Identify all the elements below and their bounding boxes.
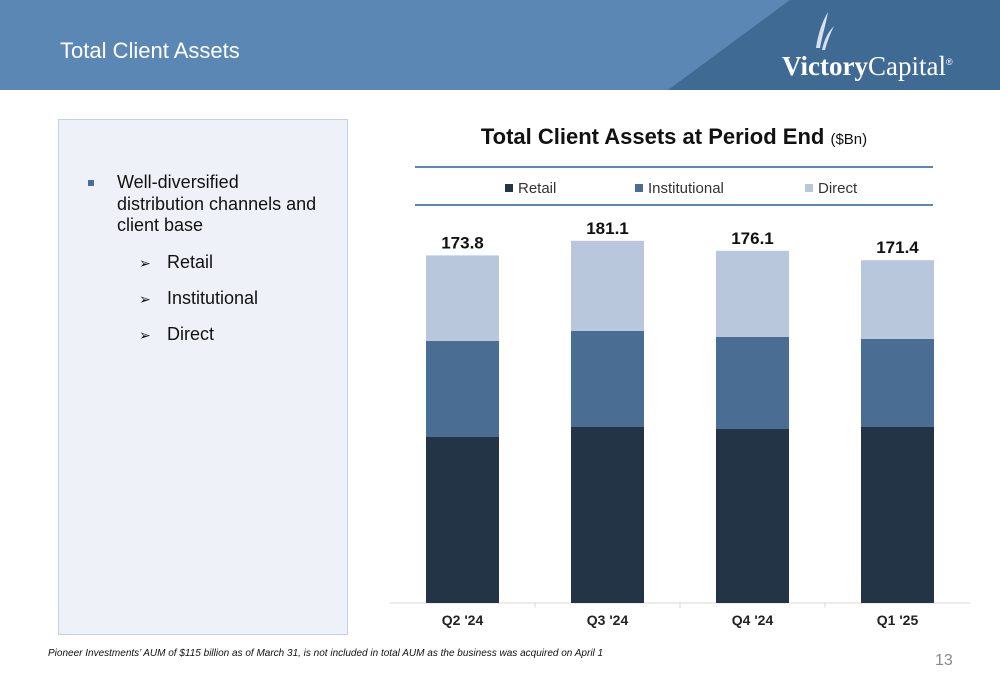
bar-retail-3 (861, 427, 934, 603)
page-title: Total Client Assets (60, 38, 240, 63)
x-tick-label: Q3 '24 (587, 612, 629, 628)
legend-direct: Direct (805, 180, 857, 197)
bar-institutional-1 (571, 331, 644, 427)
bar-direct-2 (716, 250, 789, 337)
victory-capital-logo: VictoryCapital® (782, 8, 982, 84)
arrow-bullet-icon: ➢ (139, 292, 151, 308)
arrow-bullet-icon: ➢ (139, 256, 151, 272)
footnote: Pioneer Investments’ AUM of $115 billion… (48, 648, 604, 659)
chart-title: Total Client Assets at Period End ($Bn) (480, 124, 868, 149)
subitem-retail: ➢ Retail (139, 252, 214, 272)
bar-institutional-3 (861, 339, 934, 427)
bar-direct-3 (861, 260, 934, 339)
bar-direct-0 (426, 255, 499, 341)
logo-feather-icon (816, 12, 834, 50)
bar-institutional-0 (426, 341, 499, 437)
bar-direct-1 (571, 240, 644, 331)
legend-institutional: Institutional (635, 180, 724, 197)
arrow-bullet-icon: ➢ (139, 328, 151, 344)
legend-retail: Retail (505, 180, 556, 197)
header-accent-shape (668, 0, 1000, 90)
total-label: 171.4 (876, 238, 919, 257)
total-label: 181.1 (586, 219, 629, 238)
sidebar-panel: Well-diversified distribution channels a… (58, 119, 348, 635)
subitem-direct: ➢ Direct (139, 324, 215, 344)
subitem-institutional: ➢ Institutional (139, 288, 259, 308)
legend-bottom-rule (415, 204, 933, 206)
total-label: 173.8 (441, 233, 484, 252)
bar-retail-0 (426, 437, 499, 603)
header-bar: Total Client Assets VictoryCapital® (0, 0, 1000, 90)
bullet-text: Well-diversified distribution channels a… (117, 172, 317, 235)
x-tick-label: Q4 '24 (732, 612, 774, 628)
page-number: 13 (935, 652, 953, 669)
legend-top-rule (415, 166, 933, 168)
chart-legend: Retail Institutional Direct (415, 180, 933, 200)
total-label: 176.1 (731, 229, 774, 248)
stacked-bar-chart: 173.8 Q2 '24 181.1 Q3 '24 176.1 Q4 '24 171.4 Q1… (390, 219, 970, 628)
bar-retail-1 (571, 427, 644, 603)
x-tick-label: Q2 '24 (442, 612, 484, 628)
bar-retail-2 (716, 429, 789, 603)
bar-institutional-2 (716, 337, 789, 429)
x-tick-label: Q1 '25 (877, 612, 919, 628)
square-bullet-icon (88, 180, 94, 186)
